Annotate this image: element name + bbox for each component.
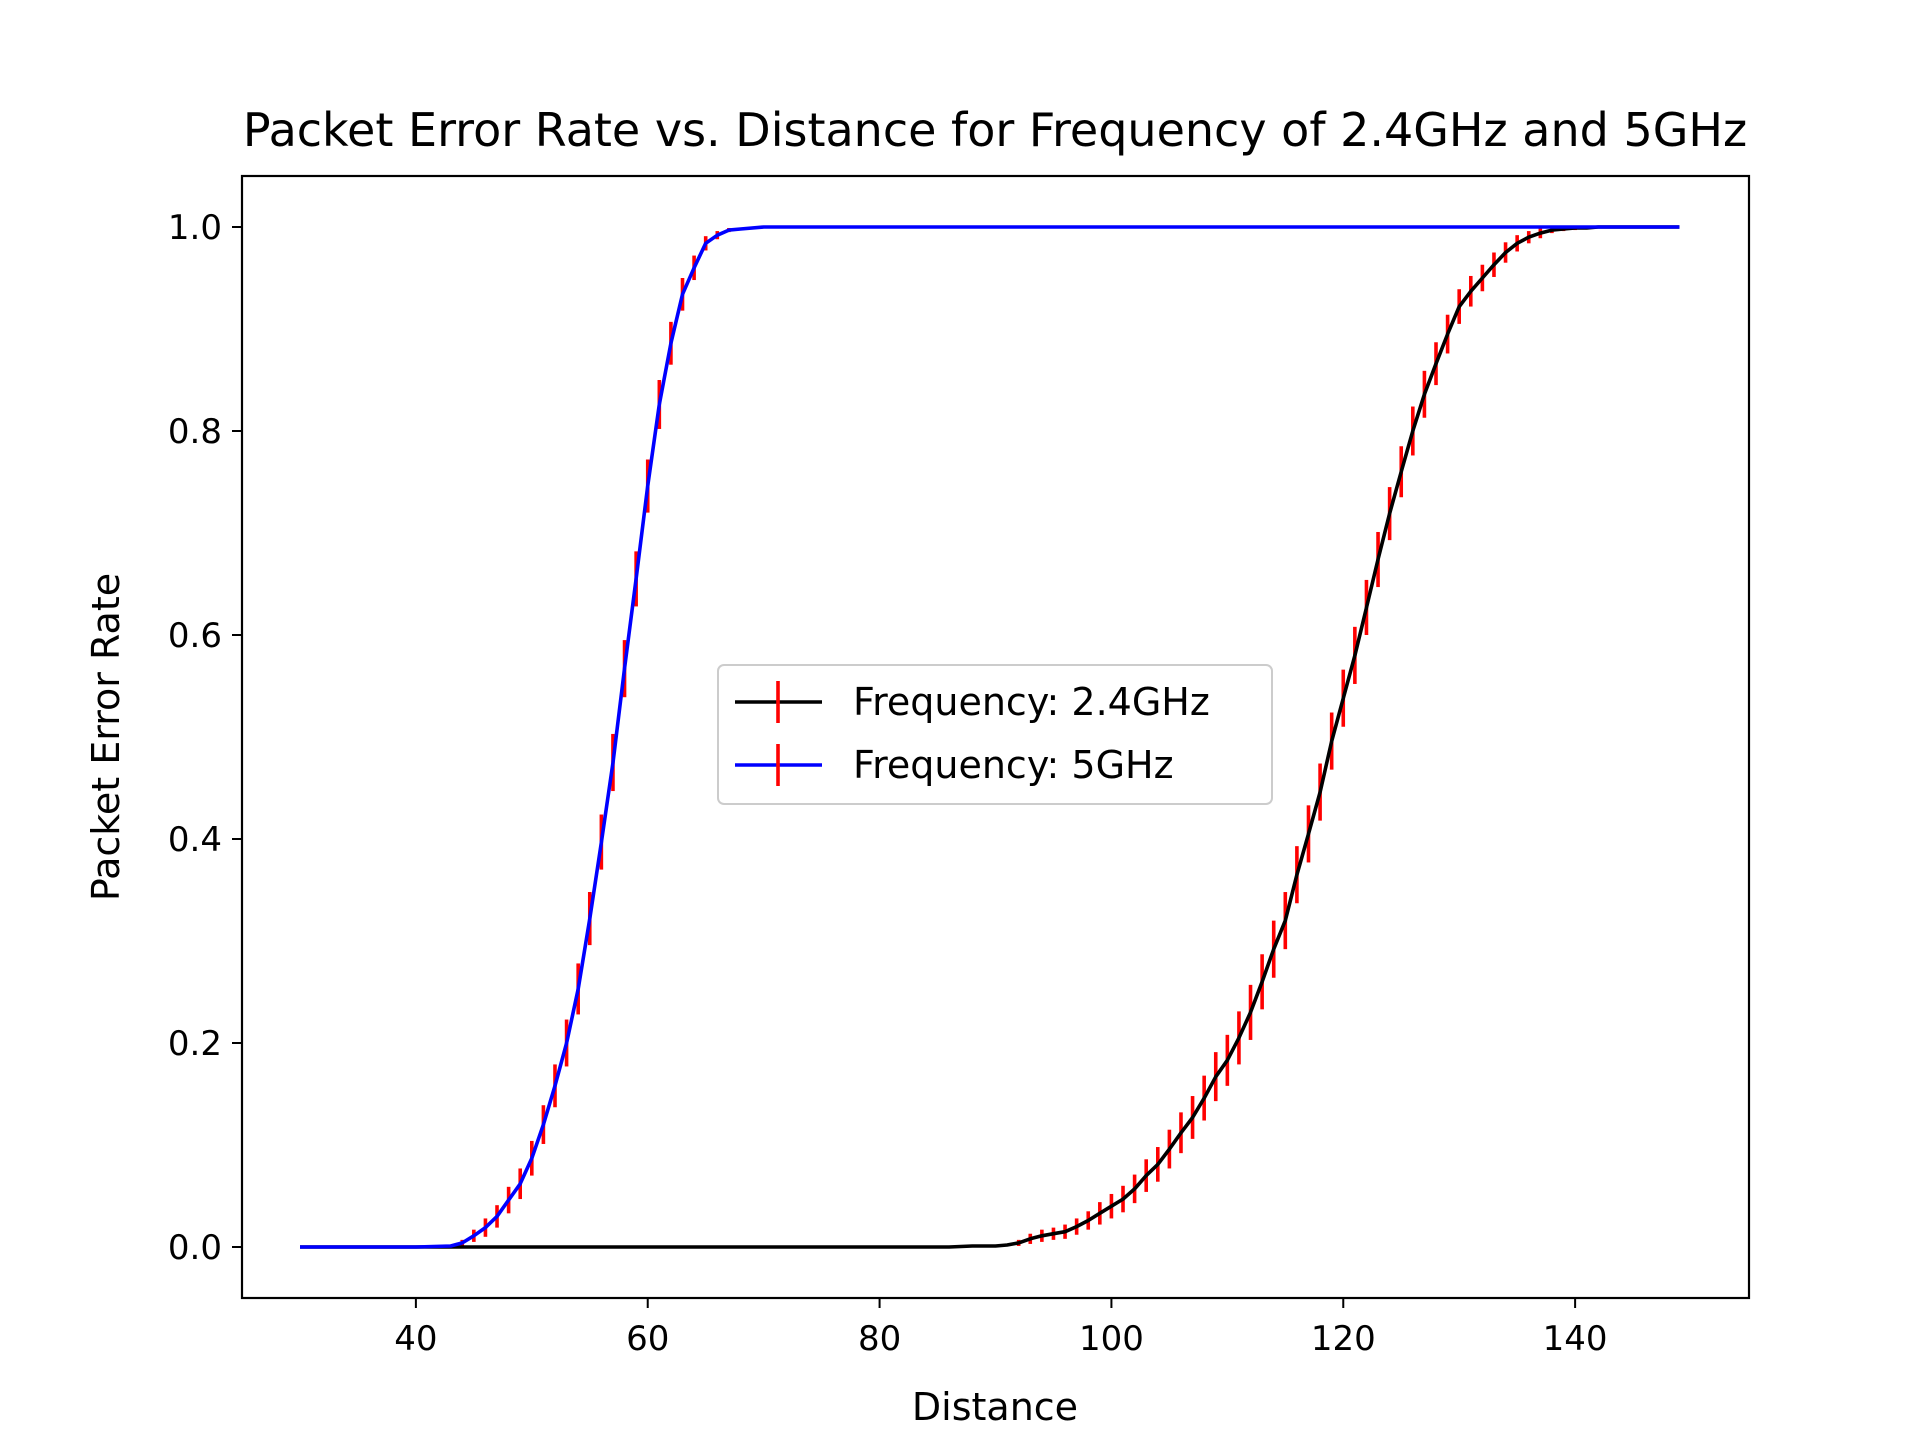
y-tick-label: 1.0: [168, 208, 222, 248]
chart-title: Packet Error Rate vs. Distance for Frequ…: [243, 103, 1747, 157]
y-tick-label: 0.0: [168, 1228, 222, 1268]
x-tick-label: 80: [858, 1319, 901, 1359]
legend-label-2-4ghz: Frequency: 2.4GHz: [853, 680, 1210, 724]
x-tick-label: 40: [394, 1319, 437, 1359]
series-line-2-4ghz: [300, 225, 1680, 1249]
x-tick-label: 100: [1079, 1319, 1144, 1359]
series-line-5ghz: [300, 225, 1680, 1249]
legend-entry-5ghz: Frequency: 5GHz: [735, 743, 1174, 787]
y-tick-label: 0.2: [168, 1024, 222, 1064]
y-axis-label: Packet Error Rate: [84, 573, 128, 901]
y-axis: 0.0 0.2 0.4 0.6 0.8 1.0: [168, 208, 242, 1268]
x-tick-label: 140: [1543, 1319, 1608, 1359]
x-tick-label: 120: [1311, 1319, 1376, 1359]
y-tick-label: 0.4: [168, 820, 222, 860]
legend-entry-2-4ghz: Frequency: 2.4GHz: [735, 680, 1210, 724]
x-tick-label: 60: [626, 1319, 669, 1359]
legend: Frequency: 2.4GHz Frequency: 5GHz: [717, 664, 1273, 805]
y-tick-label: 0.6: [168, 616, 222, 656]
legend-box: [717, 664, 1273, 805]
axes-frame: [240, 174, 1751, 1300]
x-axis: 40 60 80 100 120 140: [394, 1298, 1608, 1359]
series-layer: [300, 225, 1680, 1249]
x-axis-label: Distance: [912, 1385, 1078, 1429]
legend-label-5ghz: Frequency: 5GHz: [853, 743, 1174, 787]
y-tick-label: 0.8: [168, 412, 222, 452]
plot-area: [300, 225, 1680, 1249]
